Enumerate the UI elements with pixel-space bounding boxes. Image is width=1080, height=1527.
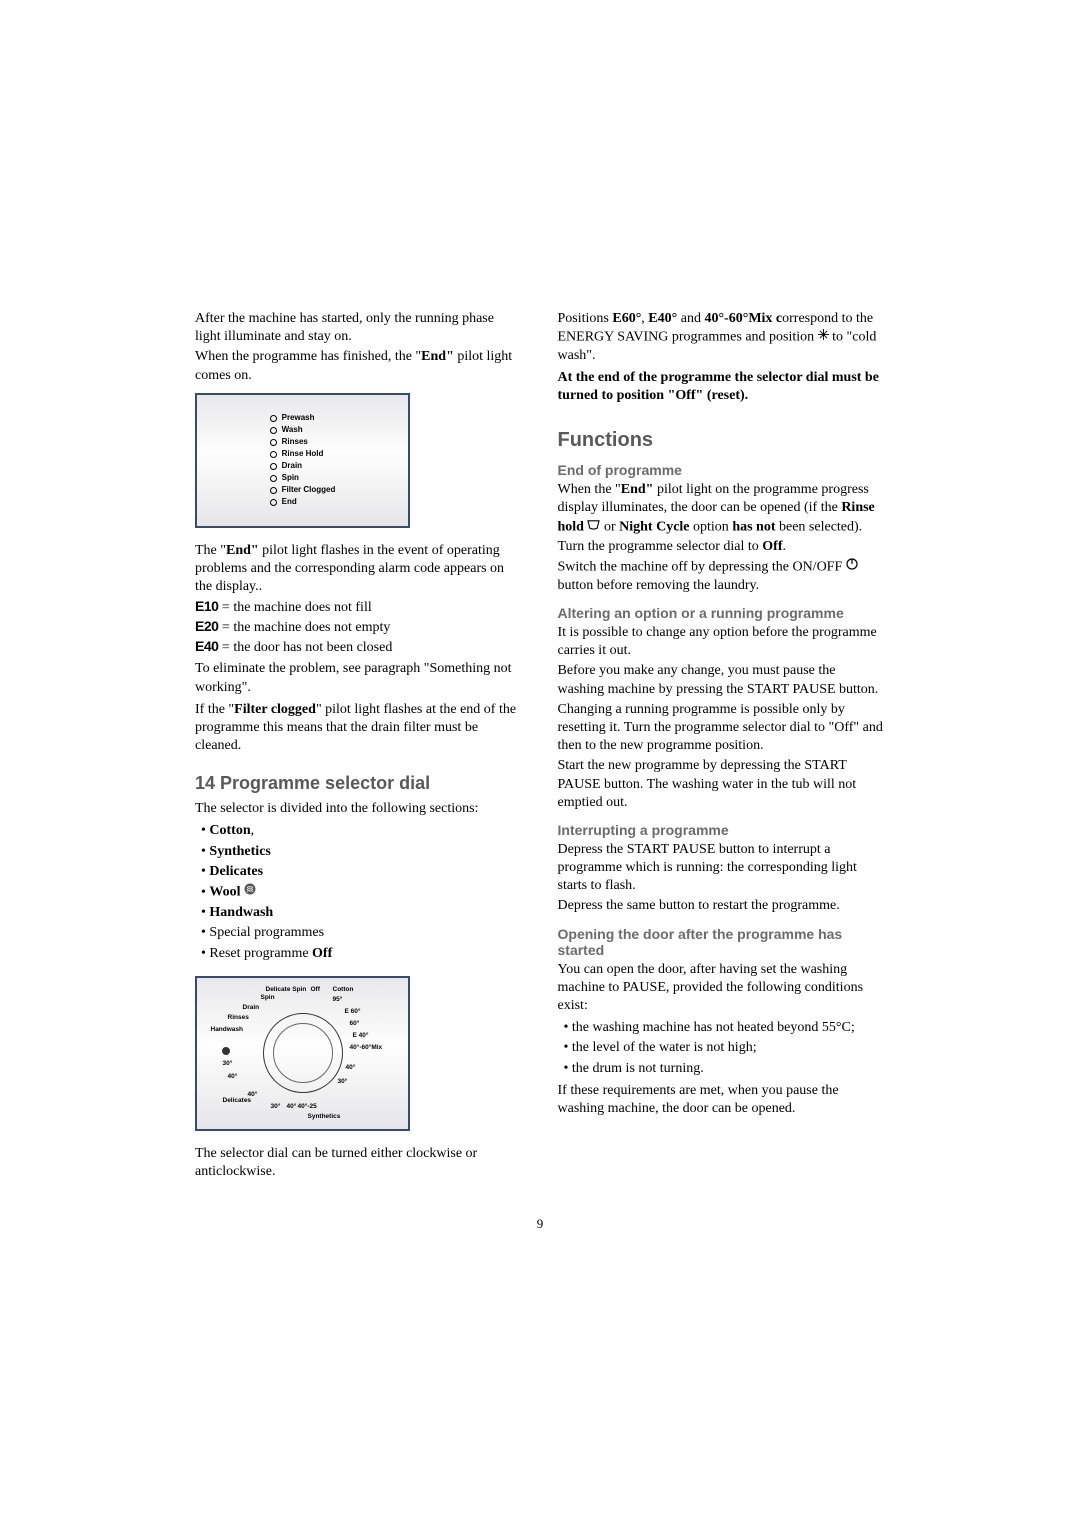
selector-dial-figure: Cotton Synthetics Delicates Handwash Rin…	[195, 976, 410, 1131]
phase-lights-figure: Prewash Wash Rinses Rinse Hold Drain Spi…	[195, 393, 410, 528]
text: The "End" pilot light flashes in the eve…	[195, 542, 523, 597]
text: It is possible to change any option befo…	[558, 624, 886, 660]
page-number: 9	[0, 1216, 1080, 1232]
subheading-interrupting: Interrupting a programme	[558, 822, 886, 838]
text: Positions E60°, E40° and 40°-60°Mix corr…	[558, 310, 886, 365]
text: If the "Filter clogged" pilot light flas…	[195, 701, 523, 756]
text: Before you make any change, you must pau…	[558, 662, 886, 698]
text: Changing a running programme is possible…	[558, 701, 886, 756]
text: Depress the same button to restart the p…	[558, 897, 886, 915]
right-column: Positions E60°, E40° and 40°-60°Mix corr…	[558, 310, 886, 1183]
error-e10: E10 = the machine does not fill	[195, 598, 523, 616]
door-conditions-list: the washing machine has not heated beyon…	[558, 1018, 886, 1079]
snowflake-icon	[818, 328, 829, 346]
error-e40: E40 = the door has not been closed	[195, 638, 523, 656]
text: When the programme has finished, the "En…	[195, 348, 523, 384]
subheading-end: End of programme	[558, 462, 886, 478]
text: When the "End" pilot light on the progra…	[558, 481, 886, 536]
onoff-icon	[846, 558, 858, 576]
subheading-altering: Altering an option or a running programm…	[558, 605, 886, 621]
heading-programme-selector: 14 Programme selector dial	[195, 773, 523, 794]
error-e20: E20 = the machine does not empty	[195, 618, 523, 636]
text: After the machine has started, only the …	[195, 310, 523, 346]
left-column: After the machine has started, only the …	[195, 310, 523, 1183]
text: Start the new programme by depressing th…	[558, 757, 886, 812]
text: Turn the programme selector dial to Off.	[558, 538, 886, 556]
text: You can open the door, after having set …	[558, 961, 886, 1016]
text: Switch the machine off by depressing the…	[558, 558, 886, 595]
heading-functions: Functions	[558, 429, 886, 452]
text: If these requirements are met, when you …	[558, 1082, 886, 1118]
text: Depress the START PAUSE button to interr…	[558, 841, 886, 896]
text: To eliminate the problem, see paragraph …	[195, 660, 523, 696]
subheading-opening-door: Opening the door after the programme has…	[558, 926, 886, 958]
wool-icon	[244, 882, 256, 902]
rinse-hold-icon	[587, 518, 600, 536]
programme-list: Cotton, Synthetics Delicates Wool Handwa…	[195, 821, 523, 963]
text: At the end of the programme the selector…	[558, 369, 886, 405]
text: The selector dial can be turned either c…	[195, 1145, 523, 1181]
text: The selector is divided into the followi…	[195, 800, 523, 818]
